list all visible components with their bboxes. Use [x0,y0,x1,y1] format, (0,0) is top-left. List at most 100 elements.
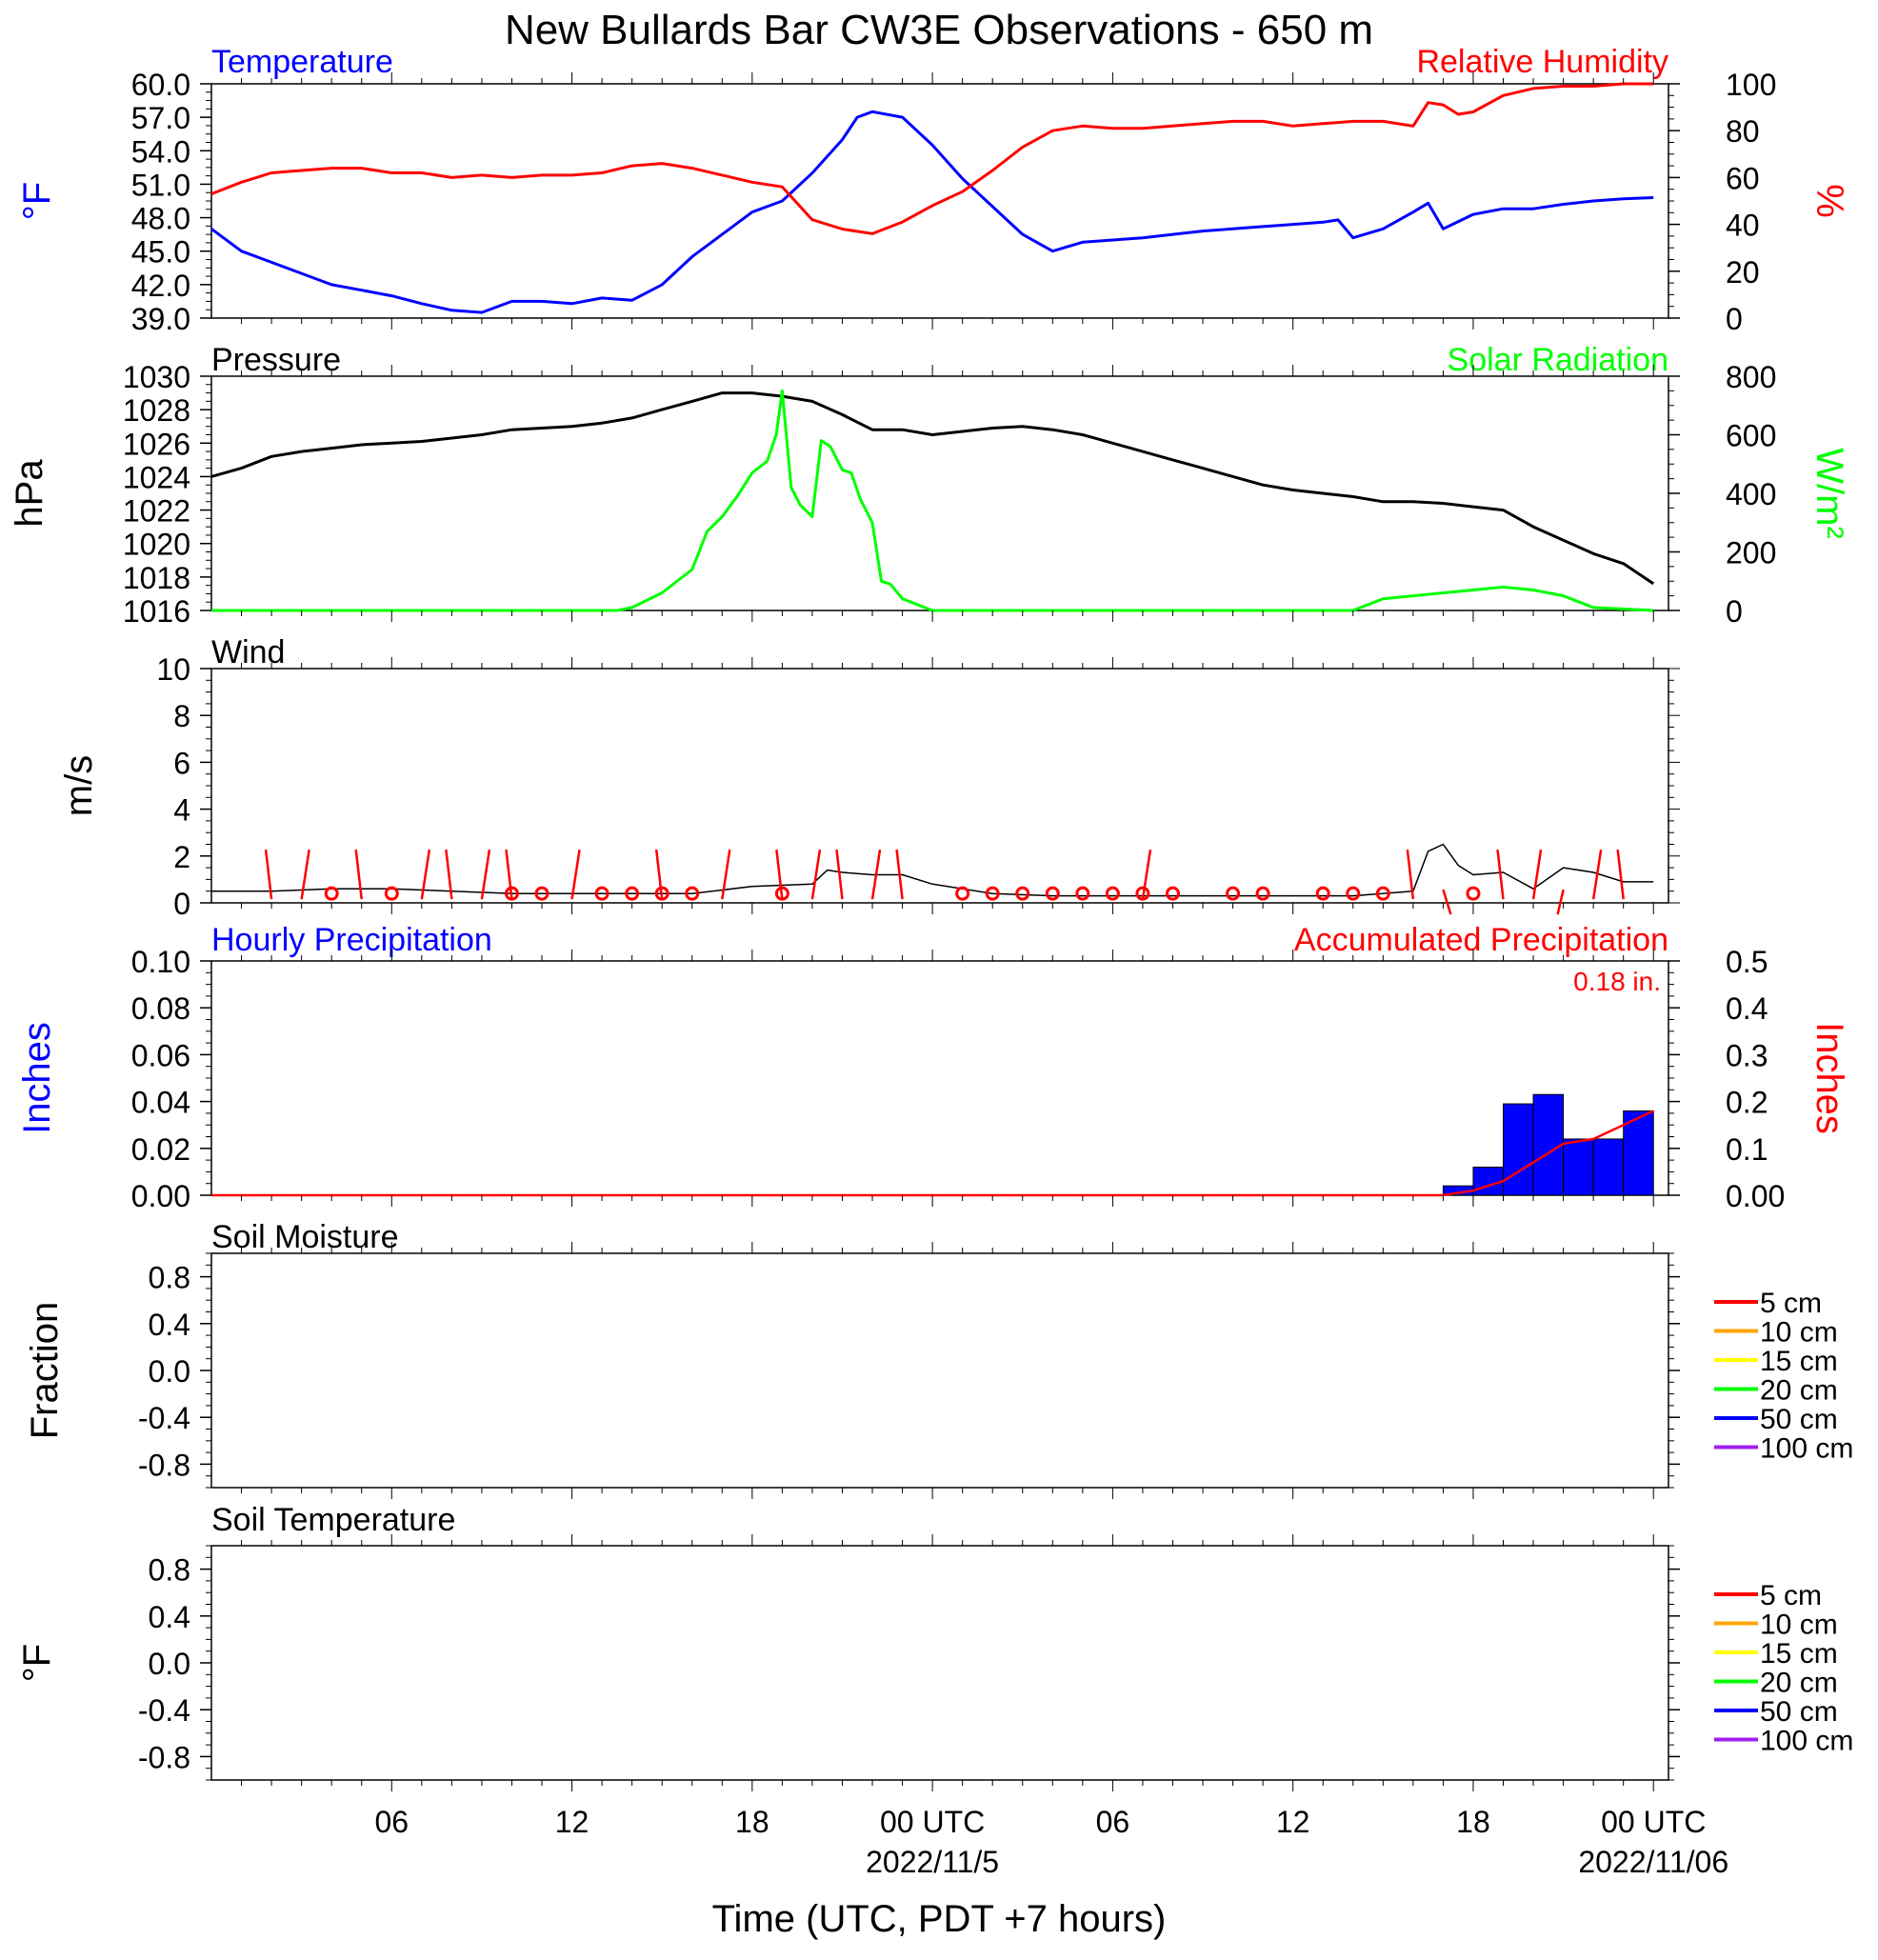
y-tick-label: 42.0 [131,269,190,303]
temperature-title: Temperature [211,44,393,80]
legend-label: 15 cm [1760,1638,1838,1670]
wind-title: Wind [211,634,285,670]
panel-frame [210,668,1669,904]
legend-label: 5 cm [1760,1288,1822,1319]
solar-title: Solar Radiation [1448,342,1668,378]
wind-barb [300,849,310,900]
legend-label: 50 cm [1760,1404,1838,1435]
panel-pressure-solar: Pressure Solar Radiation hPa W/m² 103010… [9,342,1850,629]
y-tick-label: 40 [1726,209,1760,243]
calm-wind-circle [384,886,399,901]
y-tick-label: -0.4 [138,1693,190,1728]
solar-radiation-line [211,389,1654,612]
y-tick-label: -0.8 [138,1448,190,1482]
wind-barb [810,849,822,900]
y-tick-label: 0.4 [149,1600,190,1634]
calm-wind-circle [1045,886,1060,901]
legend-label: 15 cm [1760,1346,1838,1377]
y-tick-label: 1022 [123,494,190,529]
legend-label: 10 cm [1760,1610,1838,1641]
pressure-title: Pressure [211,342,341,378]
accum-precip-total: 0.18 in. [1573,967,1661,996]
calm-wind-circle [685,886,700,901]
hourly-precip-unit: Inches [16,1022,58,1134]
y-tick-label: 1024 [123,460,190,494]
y-tick-label: 2 [173,840,190,874]
y-tick-label: 45.0 [131,235,190,270]
y-tick-label: 80 [1726,114,1760,149]
calm-wind-circle [625,886,640,901]
wind-tick-labels: 10 8 6 4 2 0 [156,652,211,921]
wind-barb [1496,850,1505,900]
y-tick-label: 20 [1726,255,1760,290]
calm-wind-circle [955,886,970,901]
y-tick-label: -0.4 [138,1401,190,1435]
y-tick-label: 0.08 [131,991,190,1026]
pressure-line [210,391,1655,586]
x-tick-label: 12 [1276,1805,1310,1839]
y-tick-label: 400 [1726,477,1776,511]
wind-barb [505,850,513,900]
y-tick-label: 57.0 [131,101,190,135]
x-tick-label: 06 [1096,1805,1130,1839]
wind-barb [654,850,664,900]
wind-barb [775,850,784,900]
y-tick-label: 0.0 [149,1354,190,1389]
x-axis-label: Time (UTC, PDT +7 hours) [712,1898,1167,1940]
y-tick-label: 0.5 [1726,945,1768,979]
calm-wind-circle [1466,886,1481,901]
x-tick-label: 00 UTC [1601,1805,1706,1839]
calm-wind-circle [1226,886,1241,901]
chart-title: New Bullards Bar CW3E Observations - 650… [505,7,1373,53]
calm-wind-circle [1135,886,1150,901]
wind-barb [420,849,431,900]
y-tick-label: 0.3 [1726,1038,1768,1072]
soil-moisture-title: Soil Moisture [211,1219,399,1255]
hourly-precip-bar [1592,1138,1625,1196]
calm-wind-circle [324,886,339,901]
x-tick-label: 18 [1456,1805,1490,1839]
wind-barb [354,850,363,900]
hourly-precip-bar [1472,1166,1504,1196]
panel-soil-moisture: Soil Moisture Fraction 0.8 0.4 0.0 -0.4 -0.8… [24,1219,1853,1489]
panel-frame [210,960,1669,1196]
hourly-precip-title: Hourly Precipitation [211,922,492,958]
x-tick-date: 2022/11/06 [1578,1845,1728,1879]
y-tick-label: -0.8 [138,1740,190,1774]
wind-speed-line [211,843,1654,897]
y-tick-label: 1018 [123,561,190,595]
x-tick-label: 06 [374,1805,409,1839]
wind-barb [835,850,844,900]
panel-frame [210,375,1669,611]
y-tick-label: 4 [173,793,190,828]
calm-wind-circle [1315,886,1330,901]
x-tick-label: 18 [735,1805,769,1839]
humidity-line [210,82,1654,235]
hourly-precip-bar [1502,1103,1534,1196]
y-tick-label: 54.0 [131,134,190,169]
humidity-unit: % [1808,184,1850,218]
pressure-solar-marks [210,389,1655,612]
humidity-tick-labels: 100 80 60 40 20 0 [1668,68,1776,336]
wind-barb [480,849,491,900]
y-tick-label: 0 [1726,594,1743,629]
calm-wind-circle [504,886,519,901]
legend-label: 50 cm [1760,1696,1838,1728]
panel-frame [210,1545,1669,1781]
calm-wind-circle [534,886,549,901]
y-tick-label: 0.00 [131,1179,190,1213]
panel-soil-temperature: Soil Temperature °F 0.8 0.4 0.0 -0.4 -0.8 5 … [16,1502,1853,1781]
y-tick-label: 0.02 [131,1132,190,1167]
wind-barb [1616,850,1625,900]
wind-barb [1591,849,1603,900]
y-tick-label: 0.04 [131,1086,190,1120]
hourly-precip-tick-labels: 0.10 0.08 0.06 0.04 0.02 0.00 [131,945,211,1213]
y-tick-label: 1028 [123,393,190,428]
accum-precip-unit: Inches [1808,1022,1850,1134]
soil-moisture-tick-labels: 0.8 0.4 0.0 -0.4 -0.8 [138,1252,1680,1489]
precip-marks [211,1093,1654,1197]
y-tick-label: 0.4 [1726,991,1768,1026]
y-tick-label: 1020 [123,528,190,562]
